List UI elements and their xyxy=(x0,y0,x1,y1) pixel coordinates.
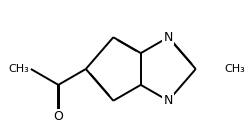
Text: N: N xyxy=(164,94,173,107)
Text: CH₃: CH₃ xyxy=(8,64,29,74)
Text: O: O xyxy=(54,110,63,123)
Text: CH₃: CH₃ xyxy=(225,64,246,74)
Text: N: N xyxy=(164,31,173,44)
